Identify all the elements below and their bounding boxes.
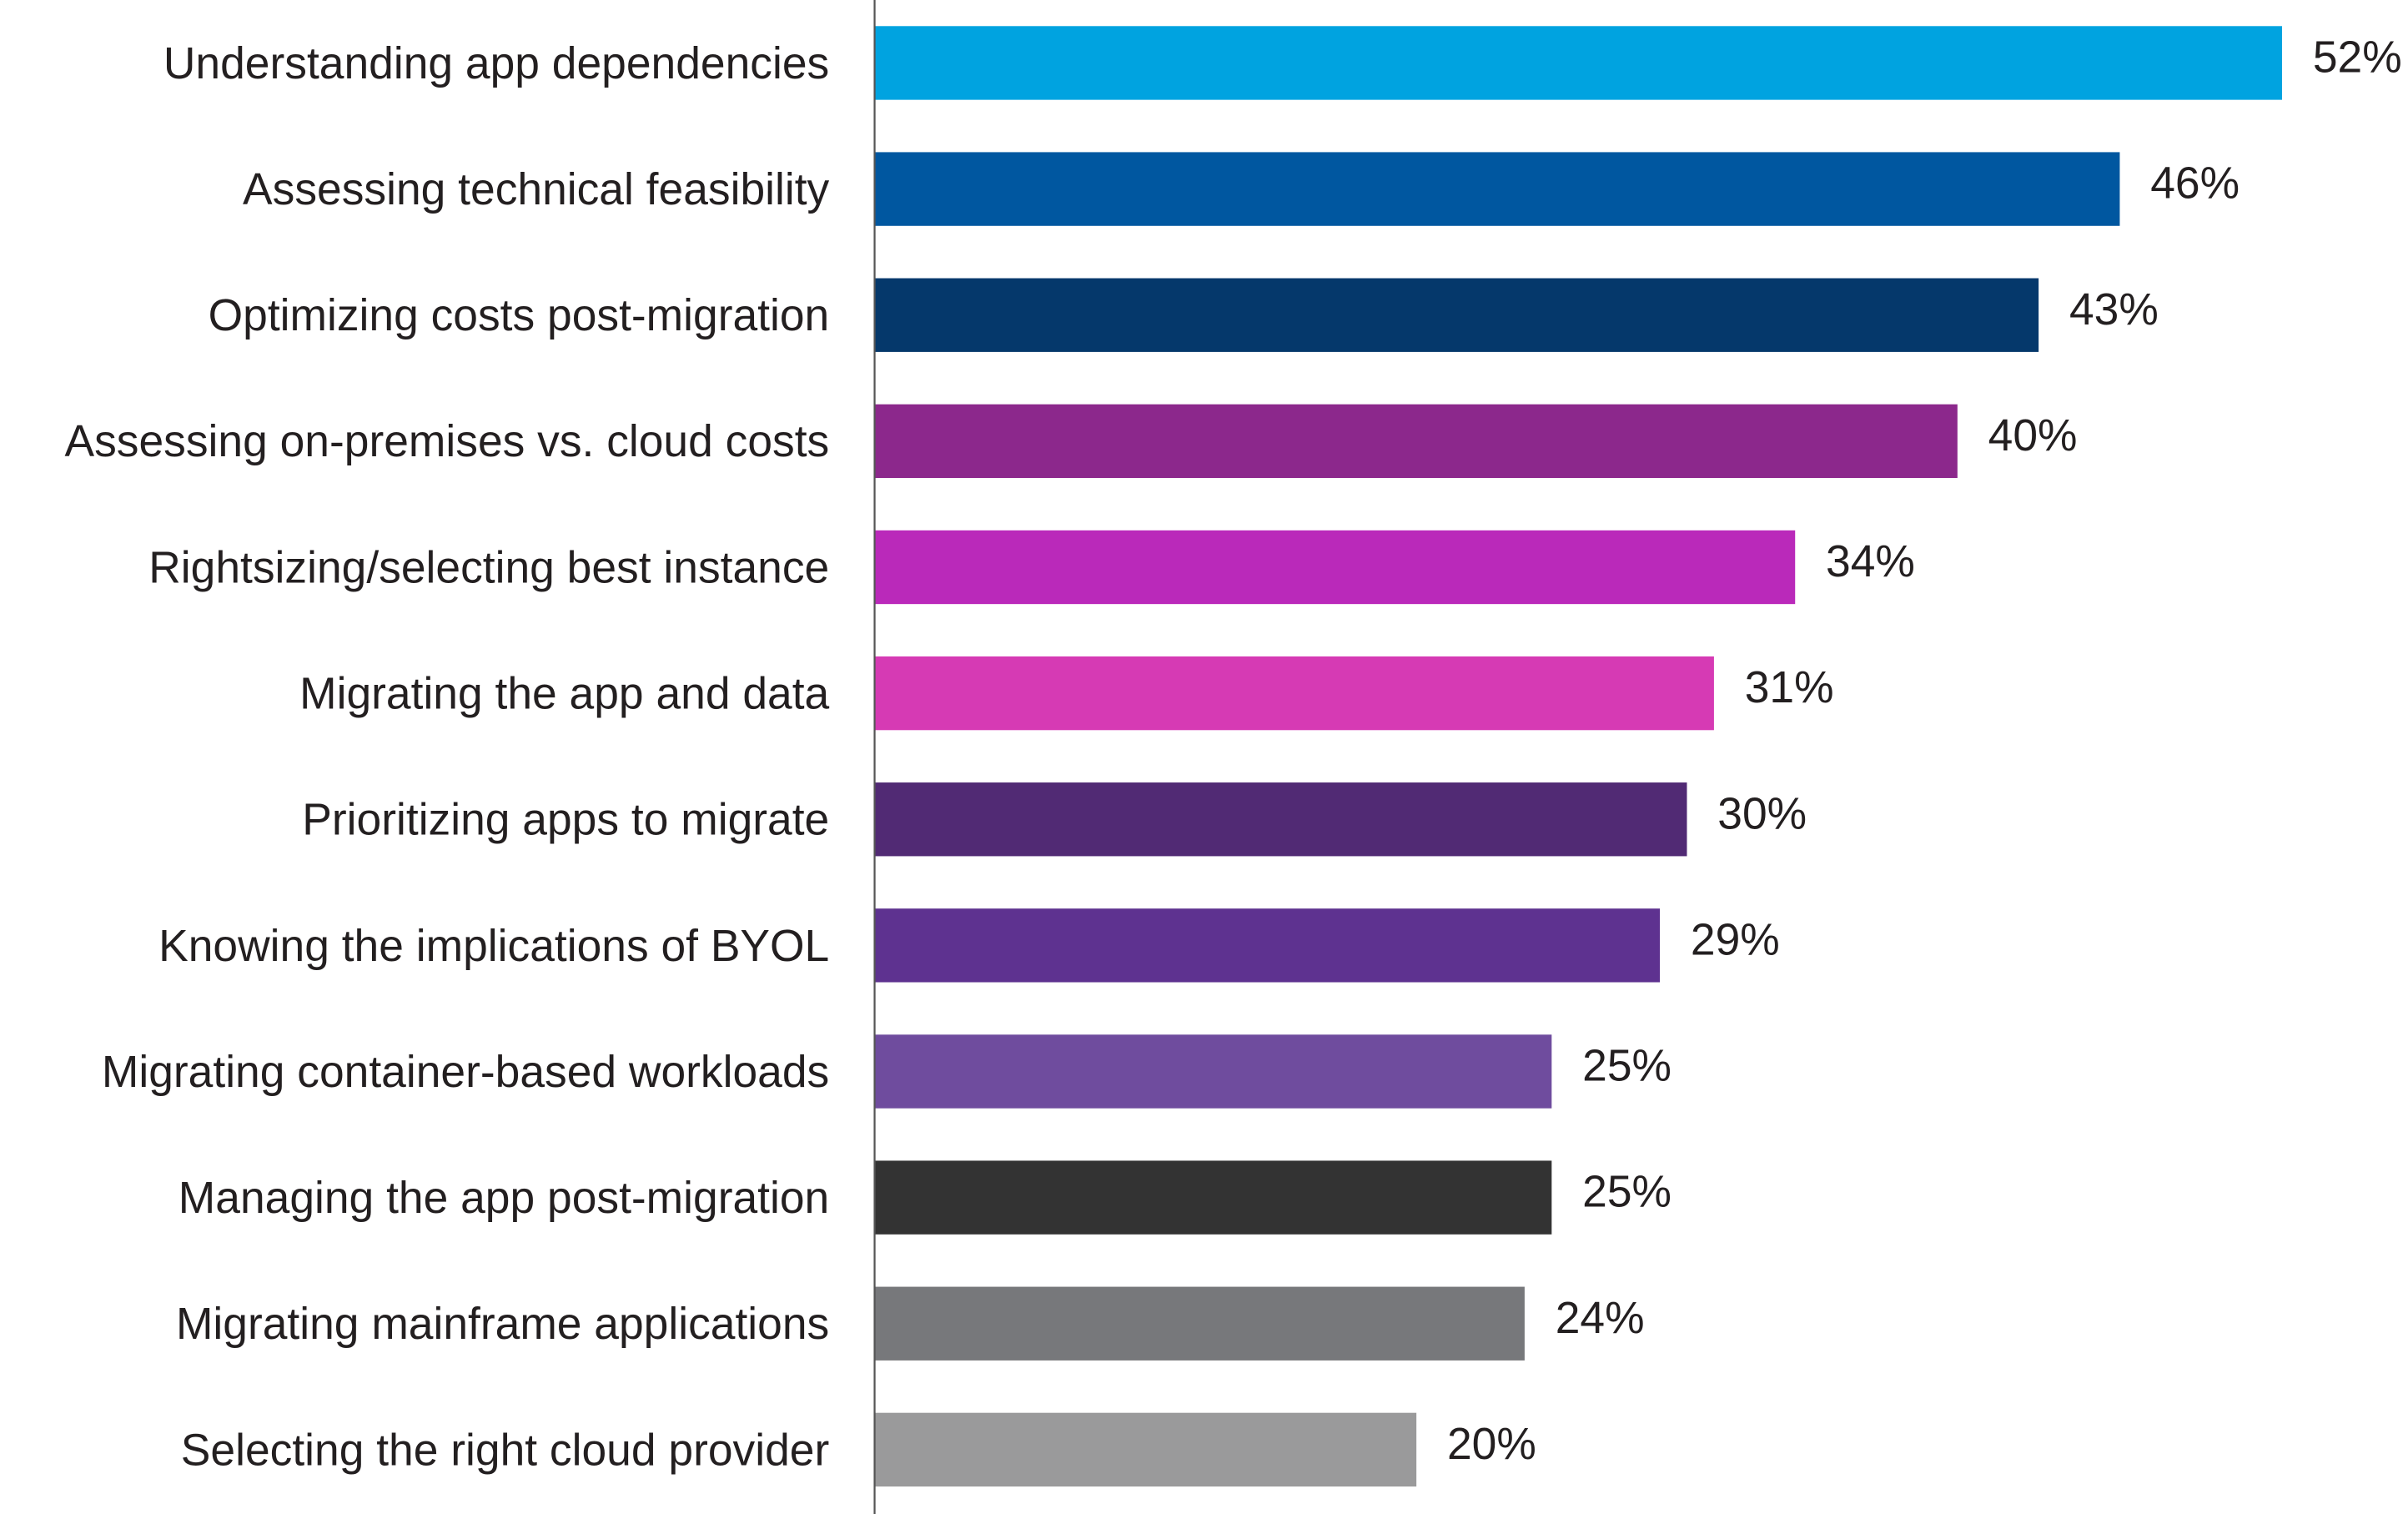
bar (875, 530, 1796, 605)
bars-group: Understanding app dependencies 52% Assessi… (65, 26, 2402, 1487)
data-label: 40% (1988, 411, 2078, 460)
category-label: Rightsizing/selecting best instance (148, 543, 829, 592)
data-label: 31% (1745, 663, 1834, 712)
category-label: Understanding app dependencies (163, 39, 829, 88)
data-label: 52% (2313, 33, 2402, 83)
bar (875, 152, 2120, 226)
category-label: Selecting the right cloud provider (181, 1426, 829, 1475)
category-label: Knowing the implications of BYOL (158, 922, 829, 971)
data-label: 20% (1447, 1420, 1536, 1469)
category-label: Managing the app post-migration (178, 1174, 829, 1223)
category-label: Assessing technical feasibility (243, 165, 829, 214)
bar (875, 1034, 1552, 1109)
category-label: Prioritizing apps to migrate (302, 796, 829, 845)
category-label: Migrating the app and data (299, 670, 829, 719)
category-label: Optimizing costs post-migration (209, 291, 830, 340)
data-label: 34% (1826, 537, 1915, 586)
category-label: Migrating mainframe applications (176, 1300, 829, 1349)
data-label: 25% (1582, 1168, 1672, 1217)
bar (875, 656, 1714, 731)
category-label: Migrating container-based workloads (102, 1048, 829, 1097)
bar (875, 404, 1958, 479)
bar (875, 908, 1661, 983)
data-label: 46% (2150, 159, 2240, 209)
data-label: 29% (1691, 915, 1780, 964)
bar (875, 278, 2039, 352)
data-label: 25% (1582, 1042, 1672, 1091)
category-label: Assessing on-premises vs. cloud costs (65, 417, 830, 466)
data-label: 30% (1717, 789, 1807, 838)
data-label: 43% (2069, 285, 2159, 334)
bar (875, 1160, 1552, 1235)
data-label: 24% (1556, 1294, 1645, 1343)
bar (875, 1412, 1417, 1487)
bar (875, 26, 2283, 100)
bar (875, 782, 1687, 857)
bar (875, 1286, 1525, 1361)
